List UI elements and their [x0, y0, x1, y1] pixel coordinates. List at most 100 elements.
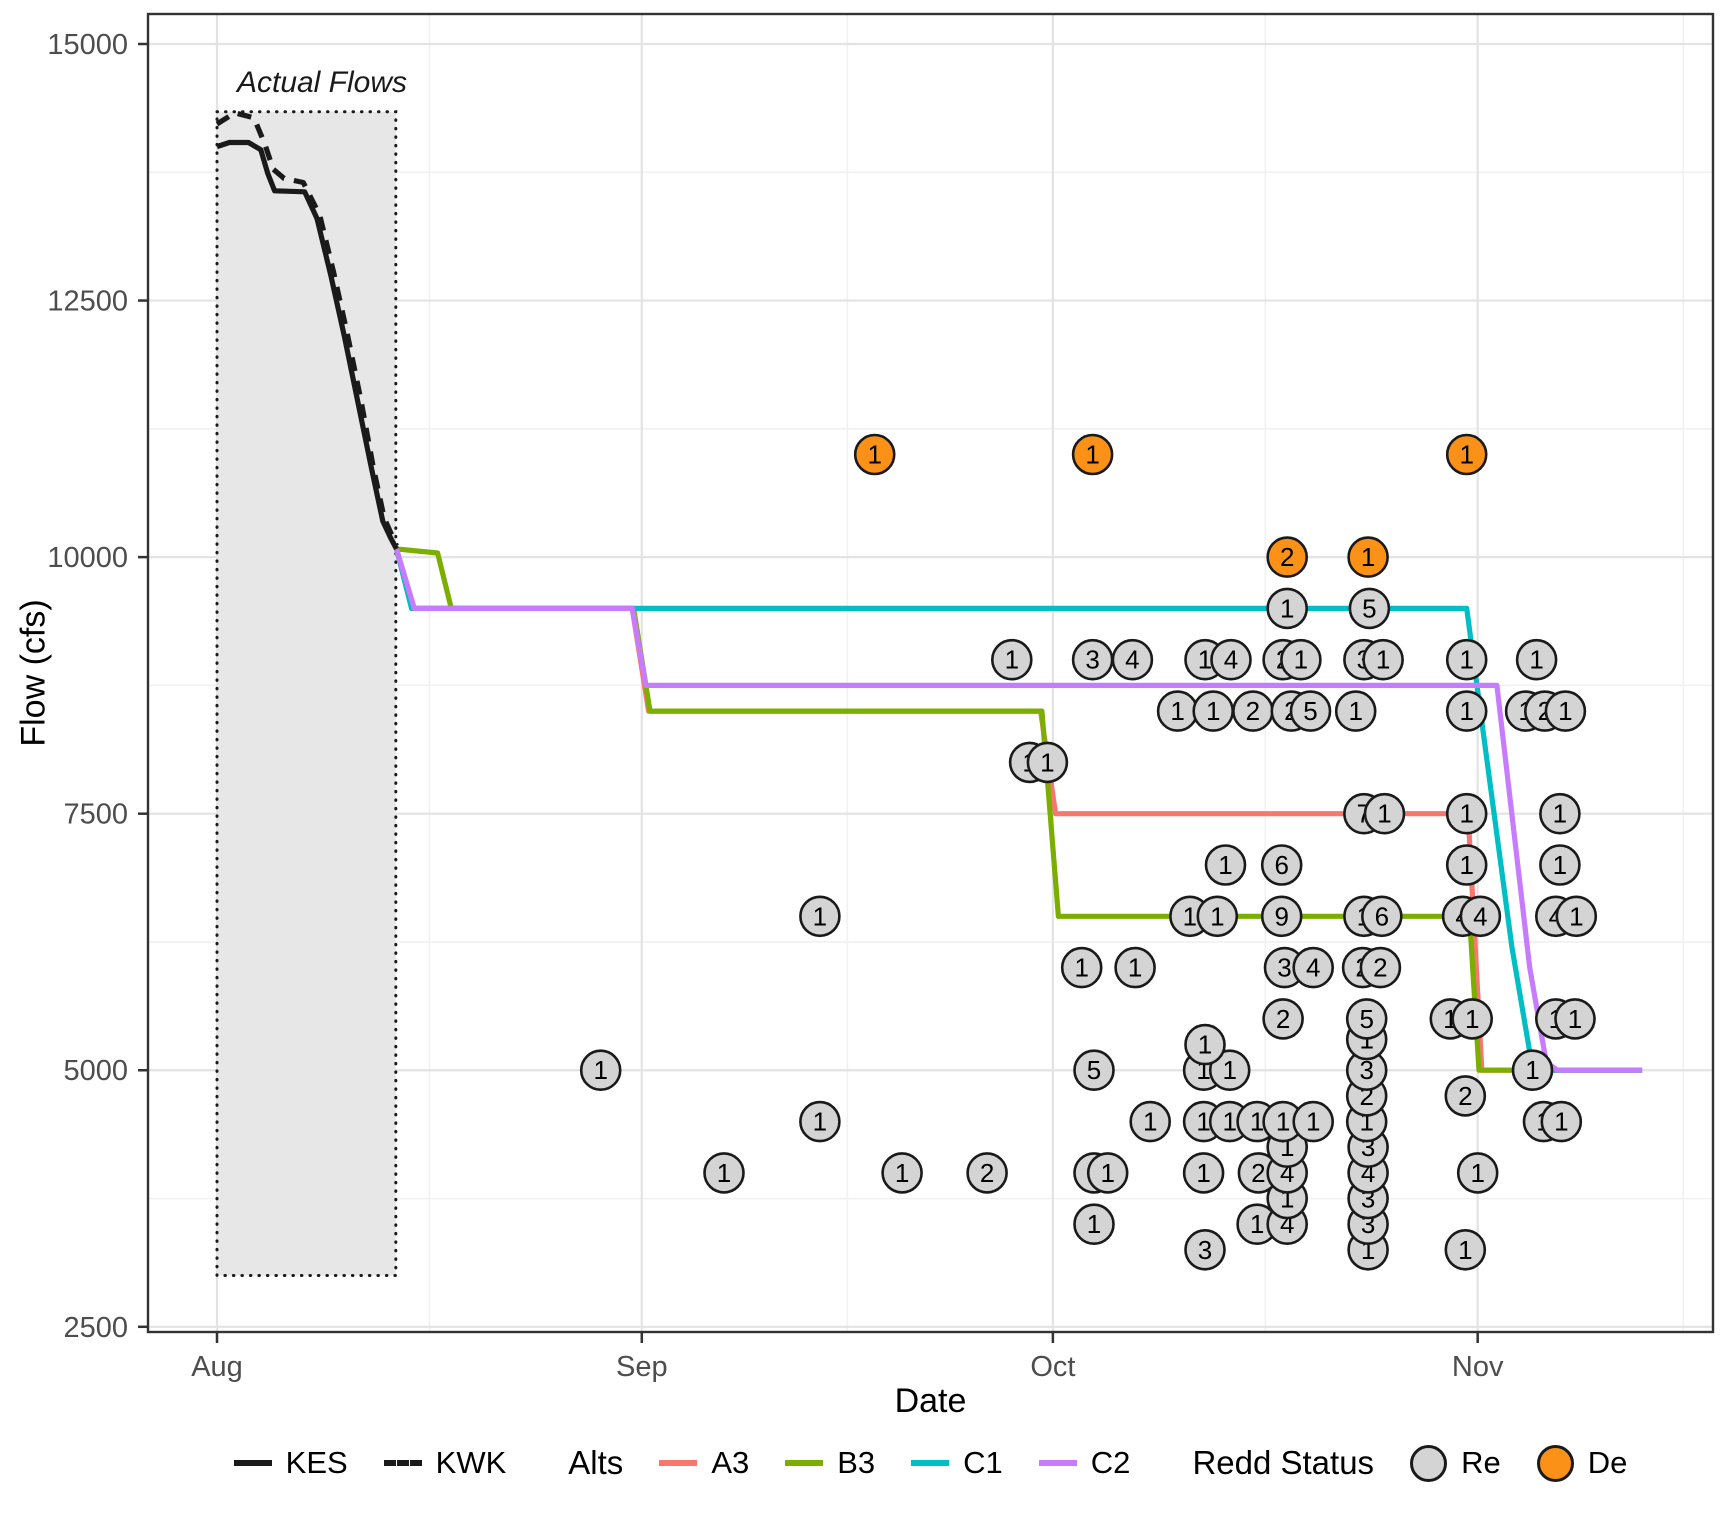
legend: KES KWK Alts A3 B3 C1 C2 Redd Status Re [148, 1444, 1713, 1482]
svg-text:1: 1 [1553, 850, 1567, 880]
legend-label-c2: C2 [1090, 1445, 1131, 1480]
redd-point: 1 [1192, 690, 1234, 732]
redd-point: 1 [1266, 587, 1308, 630]
svg-text:1: 1 [1196, 1158, 1210, 1188]
redd-point: 1 [1445, 844, 1488, 886]
redd-point: 1 [1511, 1049, 1554, 1091]
redd-point: 1 [1129, 1100, 1171, 1143]
redd-point: 1 [1182, 1152, 1225, 1194]
svg-text:1: 1 [895, 1158, 909, 1188]
redd-point: 5 [1348, 587, 1391, 630]
x-axis-title: Date [894, 1382, 967, 1420]
redd-point: 1 [881, 1152, 923, 1194]
svg-text:2: 2 [1280, 542, 1294, 572]
redd-point: 5 [1345, 998, 1388, 1040]
legend-item-c1: C1 [911, 1445, 1003, 1481]
y-tick-label-2500: 2500 [63, 1312, 128, 1344]
svg-text:1: 1 [1128, 953, 1142, 983]
legend-label-kes: KES [285, 1445, 348, 1480]
y-tick-label-7500: 7500 [63, 799, 128, 831]
legend-item-a3: A3 [659, 1445, 749, 1481]
svg-text:2: 2 [1373, 953, 1387, 983]
redd-point: 1 [1262, 1100, 1304, 1143]
redd-point: 1 [1445, 690, 1488, 732]
redd-point: 3 [1071, 638, 1114, 681]
svg-text:1: 1 [1558, 696, 1572, 726]
redd-point: 1 [1544, 690, 1587, 732]
redd-point: 1 [1026, 741, 1069, 784]
svg-text:5: 5 [1362, 593, 1376, 623]
redd-point: 1 [1334, 690, 1377, 732]
redd-point: 1 [799, 895, 841, 938]
redd-point: 2 [1266, 536, 1308, 578]
legend-label-kwk: KWK [435, 1445, 507, 1480]
svg-text:1: 1 [1529, 645, 1543, 675]
redd-point: 1 [1540, 1100, 1583, 1143]
svg-text:1: 1 [1198, 1030, 1212, 1060]
legend-title-redd-status: Redd Status [1192, 1444, 1375, 1481]
redd-point: 6 [1361, 895, 1403, 938]
redd-point: 1 [1445, 433, 1488, 476]
redd-point: 1 [1114, 946, 1156, 989]
svg-text:1: 1 [1554, 1107, 1568, 1137]
redd-point: 1 [1184, 1023, 1226, 1066]
redd-point: 5 [1289, 690, 1332, 732]
redd-point: 1 [1280, 638, 1322, 681]
svg-text:1: 1 [717, 1158, 731, 1188]
redd-point: 2 [1237, 1152, 1280, 1194]
legend-item-re: Re [1410, 1444, 1501, 1482]
redd-point: 1 [1515, 638, 1558, 681]
svg-text:1: 1 [1568, 1004, 1582, 1034]
redd-point: 1 [1444, 1229, 1487, 1271]
svg-text:1: 1 [1348, 696, 1362, 726]
redd-point: 5 [1073, 1049, 1115, 1091]
redd-point: 1 [1555, 895, 1598, 938]
redd-point: 1 [1554, 998, 1596, 1040]
redd-point: 2 [1262, 998, 1304, 1040]
redd-point: 1 [990, 638, 1033, 681]
legend-item-de: De [1536, 1444, 1627, 1482]
redd-point: 1 [1445, 638, 1488, 681]
svg-text:1: 1 [1206, 696, 1220, 726]
svg-text:1: 1 [1198, 645, 1212, 675]
svg-text:9: 9 [1274, 901, 1288, 931]
svg-text:1: 1 [1074, 953, 1088, 983]
x-tick-label-nov: Nov [1452, 1351, 1504, 1383]
svg-text:3: 3 [1277, 953, 1291, 983]
redd-point: 4 [1111, 638, 1154, 681]
svg-text:4: 4 [1306, 953, 1320, 983]
svg-text:4: 4 [1125, 645, 1139, 675]
svg-text:1: 1 [1040, 747, 1054, 777]
redd-point: 1 [1363, 792, 1406, 835]
svg-text:4: 4 [1224, 645, 1238, 675]
svg-text:1: 1 [1459, 440, 1473, 470]
redd-point: 1 [1451, 998, 1493, 1040]
re-circle-key-icon [1410, 1444, 1448, 1482]
svg-text:1: 1 [1143, 1107, 1157, 1137]
svg-text:1: 1 [1459, 645, 1473, 675]
svg-text:2: 2 [1458, 1081, 1472, 1111]
redd-point: 1 [1292, 1100, 1334, 1143]
svg-text:1: 1 [1218, 850, 1232, 880]
redd-points: 3111143131121112441131111111111221511311… [579, 433, 1598, 1271]
y-axis-title: Flow (cfs) [14, 599, 53, 747]
svg-text:1: 1 [1306, 1107, 1320, 1137]
redd-point: 1 [1196, 895, 1239, 938]
y-tick-label-12500: 12500 [47, 286, 128, 318]
de-circle-key-icon [1536, 1444, 1574, 1482]
legend-label-a3: A3 [711, 1445, 750, 1480]
y-tick-label-10000: 10000 [47, 542, 128, 574]
svg-text:1: 1 [1525, 1055, 1539, 1085]
redd-point: 3 [1263, 946, 1306, 989]
svg-text:1: 1 [1280, 593, 1294, 623]
svg-text:1: 1 [1005, 645, 1019, 675]
redd-point: 1 [853, 433, 896, 476]
svg-text:4: 4 [1473, 901, 1487, 931]
legend-item-b3: B3 [785, 1445, 875, 1481]
redd-point: 2 [966, 1152, 1008, 1194]
svg-text:1: 1 [1250, 1107, 1264, 1137]
svg-text:1: 1 [1459, 850, 1473, 880]
svg-text:5: 5 [1359, 1004, 1373, 1034]
svg-text:1: 1 [1376, 645, 1390, 675]
